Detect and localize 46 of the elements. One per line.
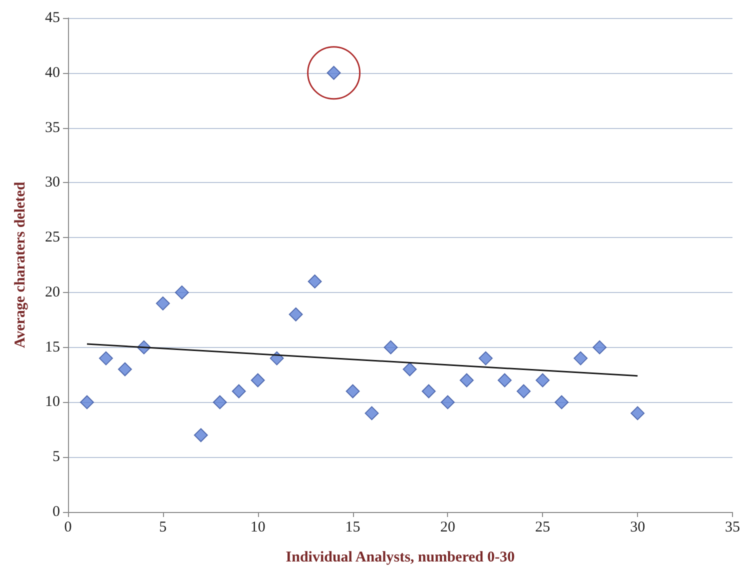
- y-tick-label: 15: [45, 339, 60, 356]
- x-tick-label: 25: [535, 520, 550, 536]
- point: [288, 307, 303, 322]
- point: [536, 373, 550, 388]
- point: [498, 373, 512, 388]
- point: [156, 296, 170, 310]
- x-tick-label: 35: [725, 520, 740, 536]
- y-tick-label: 5: [52, 449, 60, 466]
- point: [630, 406, 645, 420]
- x-tick-label: 15: [345, 520, 360, 536]
- point: [174, 285, 189, 300]
- point: [346, 384, 360, 398]
- point: [212, 395, 227, 410]
- point: [422, 384, 436, 398]
- point: [118, 362, 132, 376]
- point: [592, 340, 607, 354]
- x-tick-label: 0: [64, 520, 72, 536]
- x-tick-label: 5: [159, 520, 167, 536]
- x-tick-label: 20: [440, 520, 456, 536]
- y-tick-label: 25: [45, 230, 60, 246]
- x-axis-title: Individual Analysts, numbered 0-30: [286, 550, 515, 566]
- point: [516, 384, 531, 398]
- x-tick-label: 10: [250, 520, 266, 536]
- point: [384, 340, 398, 354]
- point: [574, 351, 588, 366]
- point: [478, 351, 493, 366]
- point: [402, 362, 417, 376]
- y-tick-label: 40: [45, 64, 60, 81]
- point: [98, 351, 113, 366]
- y-tick-label: 0: [52, 504, 60, 520]
- y-tick-label: 30: [45, 174, 60, 191]
- point: [440, 395, 455, 410]
- point: [554, 395, 569, 410]
- point: [460, 373, 474, 388]
- y-tick-label: 20: [45, 284, 60, 300]
- point: [232, 384, 246, 398]
- y-axis-title: Average charaters deleted: [12, 181, 28, 348]
- point: [308, 274, 322, 288]
- point: [364, 406, 379, 420]
- point: [250, 373, 265, 388]
- point: [80, 395, 94, 410]
- x-tick-label: 30: [630, 520, 646, 536]
- y-tick-label: 45: [45, 10, 60, 26]
- point: [194, 428, 208, 442]
- y-tick-label: 35: [45, 120, 60, 136]
- y-tick-label: 10: [45, 394, 60, 410]
